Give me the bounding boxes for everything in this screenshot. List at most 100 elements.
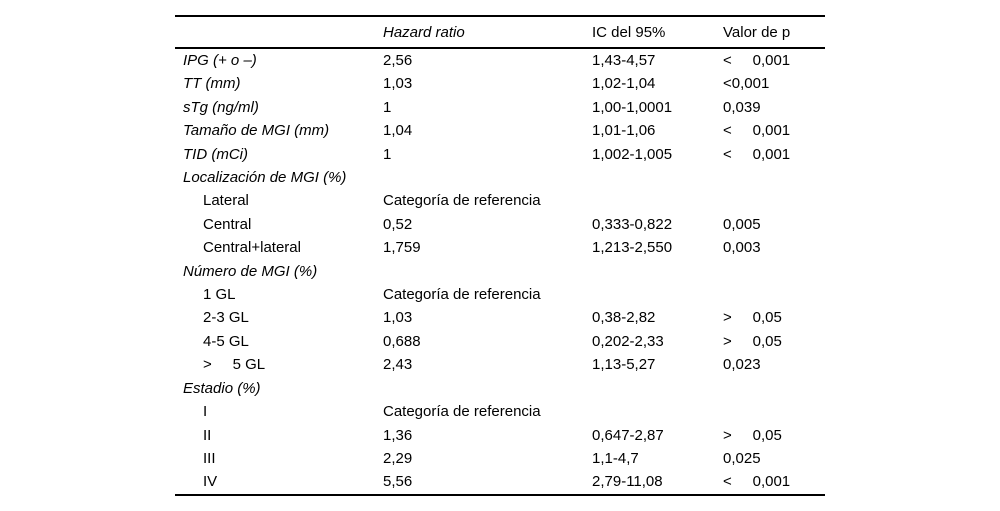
cell-ci: 0,647-2,87 — [592, 426, 664, 444]
header-hazard-ratio: Hazard ratio — [383, 16, 592, 49]
row-label: 4-5 GL — [203, 332, 249, 350]
cell-p-value: < 0,001 — [723, 52, 791, 69]
cell-ci — [592, 166, 723, 189]
table-row: Localización de MGI (%) — [175, 166, 825, 189]
cell-p-value: > 0,05 — [723, 309, 782, 327]
cell-p-value: 0,039 — [723, 98, 761, 116]
cell-hazard-ratio: 1 — [383, 98, 392, 116]
row-label: Central — [203, 215, 252, 233]
header-ci: IC del 95% — [592, 16, 723, 49]
cell-p-value — [723, 400, 825, 423]
table-row: III 2,29 1,1-4,7 0,025 — [175, 447, 825, 470]
cell-ci: 1,01-1,06 — [592, 122, 656, 140]
table-row: Número de MGI (%) — [175, 260, 825, 283]
cell-p-value: > 0,05 — [723, 332, 782, 350]
cell-ci: 0,202-2,33 — [592, 332, 664, 350]
cell-p-value — [723, 377, 825, 400]
cell-hazard-ratio: 2,43 — [383, 356, 413, 374]
cell-ci — [592, 283, 723, 306]
cell-ci — [592, 189, 723, 212]
cell-p-value: > 0,05 — [723, 426, 782, 444]
cell-ci: 1,00-1,0001 — [592, 98, 673, 116]
table-row: II 1,36 0,647-2,87 > 0,05 — [175, 424, 825, 447]
cell-hazard-ratio: 1,03 — [383, 75, 413, 93]
cell-hazard-ratio: 0,688 — [383, 332, 421, 350]
cell-hazard-ratio: 1 — [383, 145, 392, 163]
cell-ci — [592, 260, 723, 283]
table-row: Lateral Categoría de referencia — [175, 189, 825, 212]
table-row: I Categoría de referencia — [175, 400, 825, 423]
cell-p-value: <0,001 — [723, 75, 770, 93]
table-body: IPG (+ o –) 2,56 1,43-4,57 < 0,001 TT (m… — [175, 48, 825, 495]
header-p-value: Valor de p — [723, 16, 825, 49]
table-row: TT (mm) 1,03 1,02-1,04 <0,001 — [175, 72, 825, 95]
table-row: Central 0,52 0,333-0,822 0,005 — [175, 213, 825, 236]
cell-p-value: 0,003 — [723, 239, 761, 257]
table-row: Tamaño de MGI (mm) 1,04 1,01-1,06 < 0,00… — [175, 119, 825, 142]
cell-hazard-ratio: Categoría de referencia — [383, 403, 541, 421]
cell-ci — [592, 377, 723, 400]
cell-ci: 0,333-0,822 — [592, 215, 673, 233]
hazard-ratio-table: Hazard ratio IC del 95% Valor de p IPG (… — [175, 15, 825, 496]
cell-ci: 1,213-2,550 — [592, 239, 673, 257]
cell-p-value: 0,025 — [723, 449, 761, 467]
header-row: Hazard ratio IC del 95% Valor de p — [175, 16, 825, 49]
row-label: Estadio (%) — [183, 379, 261, 397]
cell-hazard-ratio: 0,52 — [383, 215, 413, 233]
cell-hazard-ratio: 5,56 — [383, 473, 413, 491]
row-label: > 5 GL — [203, 356, 266, 374]
cell-ci: 1,02-1,04 — [592, 75, 656, 93]
row-label: Número de MGI (%) — [183, 262, 318, 280]
cell-p-value: 0,005 — [723, 215, 761, 233]
table-row: 2-3 GL 1,03 0,38-2,82 > 0,05 — [175, 306, 825, 329]
cell-hazard-ratio — [383, 260, 592, 283]
cell-ci: 1,13-5,27 — [592, 356, 656, 374]
table-row: 1 GL Categoría de referencia — [175, 283, 825, 306]
cell-ci: 1,43-4,57 — [592, 52, 656, 69]
cell-hazard-ratio: 1,03 — [383, 309, 413, 327]
row-label: IPG (+ o –) — [183, 52, 257, 69]
row-label: 2-3 GL — [203, 309, 249, 327]
table-row: Estadio (%) — [175, 377, 825, 400]
cell-hazard-ratio: 1,04 — [383, 122, 413, 140]
row-label: TID (mCi) — [183, 145, 248, 163]
row-label: I — [203, 403, 208, 421]
cell-ci — [592, 400, 723, 423]
table-row: > 5 GL 2,43 1,13-5,27 0,023 — [175, 353, 825, 376]
cell-ci: 1,002-1,005 — [592, 145, 673, 163]
row-label: Central+lateral — [203, 239, 301, 257]
row-label: 1 GL — [203, 286, 236, 304]
header-variable — [175, 16, 383, 49]
cell-hazard-ratio: 1,36 — [383, 426, 413, 444]
cell-p-value — [723, 283, 825, 306]
cell-p-value — [723, 166, 825, 189]
row-label: sTg (ng/ml) — [183, 98, 259, 116]
cell-ci: 0,38-2,82 — [592, 309, 656, 327]
cell-p-value — [723, 189, 825, 212]
row-label: IV — [203, 473, 218, 491]
cell-hazard-ratio: 1,759 — [383, 239, 421, 257]
cell-hazard-ratio: 2,56 — [383, 52, 413, 69]
cell-p-value: < 0,001 — [723, 122, 791, 140]
row-label: III — [203, 449, 216, 467]
cell-hazard-ratio: Categoría de referencia — [383, 286, 541, 304]
row-label: II — [203, 426, 212, 444]
cell-hazard-ratio — [383, 166, 592, 189]
table-row: IV 5,56 2,79-11,08 < 0,001 — [175, 470, 825, 494]
table-row: TID (mCi) 1 1,002-1,005 < 0,001 — [175, 143, 825, 166]
table-row: IPG (+ o –) 2,56 1,43-4,57 < 0,001 — [175, 48, 825, 72]
row-label: TT (mm) — [183, 75, 241, 93]
row-label: Tamaño de MGI (mm) — [183, 122, 330, 140]
cell-hazard-ratio: 2,29 — [383, 449, 413, 467]
row-label: Localización de MGI (%) — [183, 169, 347, 187]
cell-ci: 1,1-4,7 — [592, 449, 639, 467]
cell-p-value — [723, 260, 825, 283]
cell-p-value: 0,023 — [723, 356, 761, 374]
row-label: Lateral — [203, 192, 249, 210]
table-row: sTg (ng/ml) 1 1,00-1,0001 0,039 — [175, 96, 825, 119]
table-row: 4-5 GL 0,688 0,202-2,33 > 0,05 — [175, 330, 825, 353]
table-row: Central+lateral 1,759 1,213-2,550 0,003 — [175, 236, 825, 259]
cell-p-value: < 0,001 — [723, 473, 791, 491]
cell-hazard-ratio — [383, 377, 592, 400]
